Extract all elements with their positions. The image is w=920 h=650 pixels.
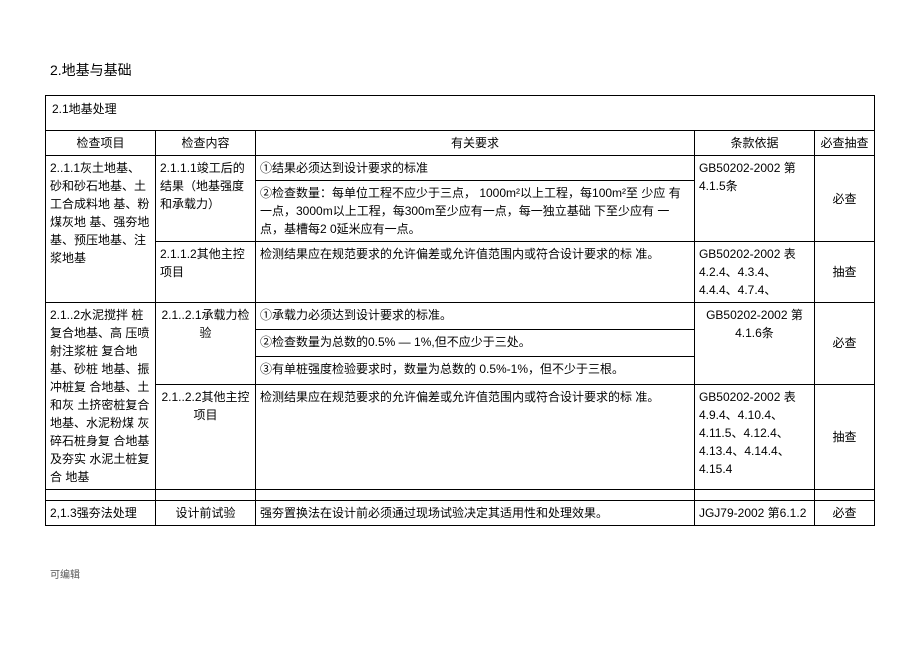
cell-req: ③有单桩强度检验要求时，数量为总数的 0.5%-1%，但不少于三根。 — [256, 357, 695, 384]
cell-basis: JGJ79-2002 第6.1.2 — [694, 501, 814, 526]
header-check: 必查抽查 — [814, 131, 874, 156]
cell-req: 检测结果应在规范要求的允许偏差或允许值范围内或符合设计要求的标 准。 — [256, 242, 695, 303]
cell-content: 2.1.1.1竣工后的 结果（地基强度 和承载力） — [156, 156, 256, 242]
cell-basis: GB50202-2002 表4.9.4、4.10.4、4.11.5、4.12.4… — [694, 384, 814, 489]
cell-check: 必查 — [814, 501, 874, 526]
cell-req: ②检查数量：每单位工程不应少于三点， 1000m²以上工程，每100m²至 少应… — [256, 181, 695, 242]
cell-req: 强夯置换法在设计前必须通过现场试验决定其适用性和处理效果。 — [256, 501, 695, 526]
subsection-title: 2.1地基处理 — [46, 96, 875, 123]
header-basis: 条款依据 — [694, 131, 814, 156]
cell-req: ①结果必须达到设计要求的标准 — [256, 156, 695, 181]
cell-content: 2.1..2.2其他主控项目 — [156, 384, 256, 489]
cell-req: 检测结果应在规范要求的允许偏差或允许值范围内或符合设计要求的标 准。 — [256, 384, 695, 489]
cell-item: 2,1.3强夯法处理 — [46, 501, 156, 526]
table-row: 2,1.3强夯法处理 设计前试验 强夯置换法在设计前必须通过现场试验决定其适用性… — [46, 501, 875, 526]
cell-basis: GB50202-2002 表4.2.4、4.3.4、4.4.4、4.7.4、 — [694, 242, 814, 303]
cell-check: 抽查 — [814, 242, 874, 303]
cell-item: 2.1..2水泥搅拌 桩复合地基、高 压喷射注浆桩 复合地基、砂桩 地基、振冲桩… — [46, 303, 156, 490]
cell-content: 2.1.1.2其他主控 项目 — [156, 242, 256, 303]
blank-row — [46, 490, 875, 501]
cell-item: 2..1.1灰土地基、砂和砂石地基、土工合成料地 基、粉煤灰地 基、强夯地基、预… — [46, 156, 156, 303]
header-row: 检查项目 检查内容 有关要求 条款依据 必查抽查 — [46, 131, 875, 156]
footer-text: 可编辑 — [50, 566, 875, 581]
header-requirement: 有关要求 — [256, 131, 695, 156]
cell-basis: GB50202-2002 第4.1.6条 — [694, 303, 814, 385]
cell-req: ①承载力必须达到设计要求的标准。 — [256, 303, 695, 330]
cell-basis: GB50202-2002 第4.1.5条 — [694, 156, 814, 242]
header-content: 检查内容 — [156, 131, 256, 156]
cell-check: 抽查 — [814, 384, 874, 489]
section-title: 2.地基与基础 — [50, 60, 875, 80]
cell-check: 必查 — [814, 156, 874, 242]
cell-check: 必查 — [814, 303, 874, 385]
table-row: 2.1..2.2其他主控项目 检测结果应在规范要求的允许偏差或允许值范围内或符合… — [46, 384, 875, 489]
cell-content: 设计前试验 — [156, 501, 256, 526]
header-item: 检查项目 — [46, 131, 156, 156]
spacer-row — [46, 122, 875, 131]
cell-content: 2.1..2.1承载力检验 — [156, 303, 256, 385]
table-row: 2.1..2水泥搅拌 桩复合地基、高 压喷射注浆桩 复合地基、砂桩 地基、振冲桩… — [46, 303, 875, 330]
main-table: 2.1地基处理 检查项目 检查内容 有关要求 条款依据 必查抽查 2..1.1灰… — [45, 95, 875, 526]
subsection-row: 2.1地基处理 — [46, 96, 875, 123]
cell-req: ②检查数量为总数的0.5% — 1%,但不应少于三处。 — [256, 330, 695, 357]
table-row: 2.1.1.2其他主控 项目 检测结果应在规范要求的允许偏差或允许值范围内或符合… — [46, 242, 875, 303]
table-row: 2..1.1灰土地基、砂和砂石地基、土工合成料地 基、粉煤灰地 基、强夯地基、预… — [46, 156, 875, 181]
